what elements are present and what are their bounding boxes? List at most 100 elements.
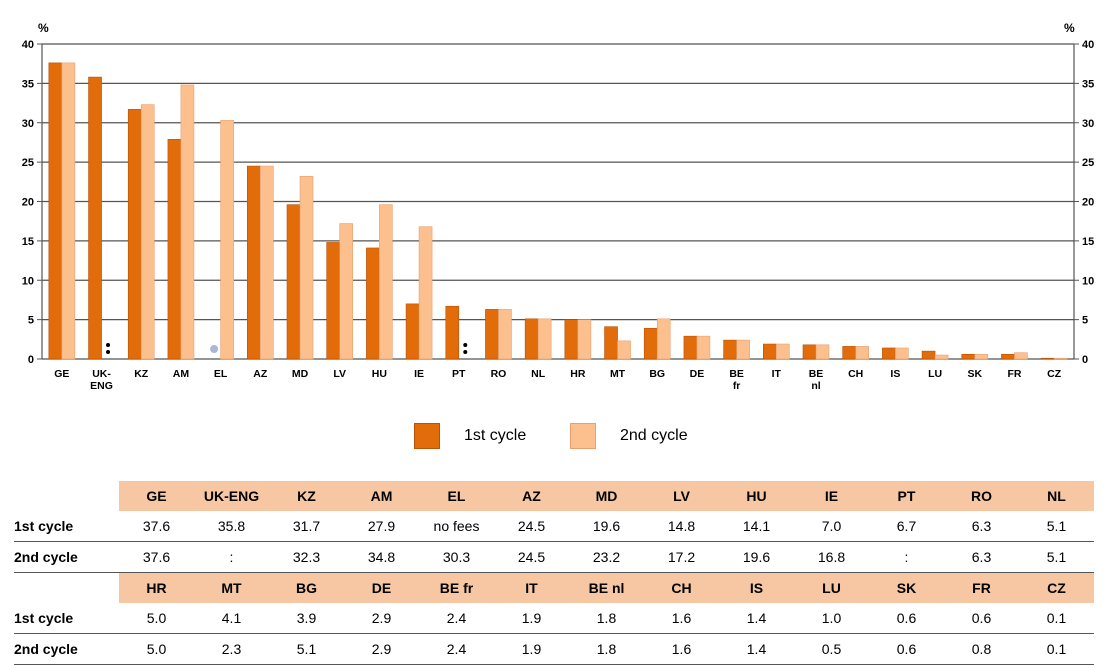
bar-1st-cycle-pt	[445, 305, 460, 360]
table-header-cell: RO	[944, 481, 1019, 511]
table-header-cell: CZ	[1019, 572, 1094, 603]
x-tick-label: MT	[610, 368, 626, 380]
y-unit-right: %	[1064, 21, 1075, 35]
bar-1st-cycle-de	[683, 335, 698, 360]
table-header-cell: IT	[494, 572, 569, 603]
bar-1st-cycle-ro	[485, 309, 499, 360]
y-tick-label: 30	[22, 118, 34, 130]
table-cell: 24.5	[494, 511, 569, 542]
bar-1st-cycle-ge	[48, 62, 63, 360]
table-cell: 14.8	[644, 511, 719, 542]
table-cell: 2.4	[419, 633, 494, 665]
bar-2nd-cycle-ro	[498, 309, 512, 360]
gridlines	[37, 43, 1079, 360]
y-tick-label: 15	[1082, 236, 1094, 248]
table-cell: 2.9	[344, 633, 419, 665]
x-tick-label: IT	[772, 368, 782, 380]
legend-swatch-1st-cycle	[414, 423, 440, 449]
table-cell: 0.5	[794, 633, 869, 665]
x-tick-label: UK-	[92, 368, 111, 380]
x-tick-label: BE	[809, 368, 824, 380]
table-cell: 19.6	[719, 541, 794, 573]
table-cell: 31.7	[269, 511, 344, 542]
table-header-cell: AZ	[494, 481, 569, 511]
table-cell: 19.6	[569, 511, 644, 542]
table-cell: 37.6	[119, 511, 194, 542]
bar-1st-cycle-hr	[564, 319, 579, 360]
table-header-cell: UK-ENG	[194, 481, 269, 511]
bar-2nd-cycle-kz	[140, 104, 155, 360]
table-cell: :	[869, 541, 944, 573]
table-cell: 1.6	[644, 603, 719, 634]
table-cell: 5.1	[1019, 511, 1094, 542]
bar-1st-cycle-az	[247, 165, 261, 360]
y-tick-label: 10	[1082, 275, 1094, 287]
x-tick-label: CH	[848, 368, 863, 380]
bar-2nd-cycle-ie	[418, 226, 433, 360]
bar-2nd-cycle-hr	[577, 319, 592, 360]
bar-1st-cycle-lv	[326, 242, 340, 360]
table-header-cell: LV	[644, 481, 719, 511]
table-cell: 1.4	[719, 603, 794, 634]
table-cell: 1.9	[494, 633, 569, 665]
table-header-cell: MT	[194, 572, 269, 603]
missing-data-marker	[463, 350, 468, 354]
missing-data-marker	[106, 343, 111, 347]
table-cell: 1.9	[494, 603, 569, 634]
y-axis-right: 0 5 10 15 20 25 30 35 40	[1082, 39, 1094, 366]
table-cell: 16.8	[794, 541, 869, 573]
y-axis-left: 0 5 10 15 20 25 30 35 40	[22, 39, 34, 366]
x-tick-label: MD	[292, 368, 309, 380]
y-tick-label: 20	[1082, 197, 1094, 209]
x-tick-label: SK	[967, 368, 982, 380]
bar-2nd-cycle-lu	[934, 354, 949, 360]
table-cell: 6.3	[944, 541, 1019, 573]
y-tick-label: 20	[22, 197, 34, 209]
x-tick-label: AM	[173, 368, 190, 380]
bar-1st-cycle-am	[167, 138, 182, 360]
x-tick-label: EL	[214, 368, 228, 380]
x-tick-label: IE	[414, 368, 424, 380]
table-header-cell: DE	[344, 572, 419, 603]
bar-1st-cycle-ch	[842, 346, 856, 360]
table-cell: 3.9	[269, 603, 344, 634]
bar-1st-cycle-it	[763, 343, 777, 360]
bar-2nd-cycle-el	[220, 120, 234, 360]
x-tick-label: DE	[690, 368, 705, 380]
bar-1st-cycle-sk	[961, 353, 976, 360]
bar-1st-cycle-ie	[405, 303, 420, 360]
table-cell: 37.6	[119, 541, 194, 573]
y-tick-label: 25	[22, 157, 34, 169]
x-tick-label: FR	[1007, 368, 1021, 380]
table-cell: 30.3	[419, 541, 494, 573]
bar-1st-cycle-md	[286, 204, 301, 360]
table-row-label: 1st cycle	[14, 511, 119, 542]
table-row-label: 1st cycle	[14, 603, 119, 634]
x-tick-label: BE	[729, 368, 744, 380]
bar-1st-cycle-be-fr	[723, 339, 737, 360]
y-tick-label: 35	[22, 78, 34, 90]
table-header-cell: AM	[344, 481, 419, 511]
table-cell: 0.6	[869, 603, 944, 634]
bar-2nd-cycle-am	[180, 84, 195, 360]
bar-1st-cycle-mt	[604, 326, 618, 360]
table-header-cell: EL	[419, 481, 494, 511]
x-tick-label: BG	[649, 368, 665, 380]
bar-2nd-cycle-lv	[339, 223, 353, 360]
table-header-blank	[14, 481, 119, 511]
legend: 1st cycle 2nd cycle	[0, 418, 1106, 454]
bar-2nd-cycle-sk	[974, 353, 989, 360]
bar-1st-cycle-is	[882, 347, 896, 360]
x-tick-label: AZ	[253, 368, 268, 380]
bar-2nd-cycle-is	[895, 347, 909, 360]
table-header-cell: HR	[119, 572, 194, 603]
table-header-cell: GE	[119, 481, 194, 511]
table-header-cell: BE nl	[569, 572, 644, 603]
x-tick-label: LU	[928, 368, 942, 380]
bar-2nd-cycle-nl	[537, 318, 552, 360]
table-cell: :	[194, 541, 269, 573]
table-cell: 1.8	[569, 603, 644, 634]
table-cell: 2.9	[344, 603, 419, 634]
y-tick-label: 0	[1082, 354, 1088, 366]
bar-2nd-cycle-ge	[61, 62, 76, 360]
